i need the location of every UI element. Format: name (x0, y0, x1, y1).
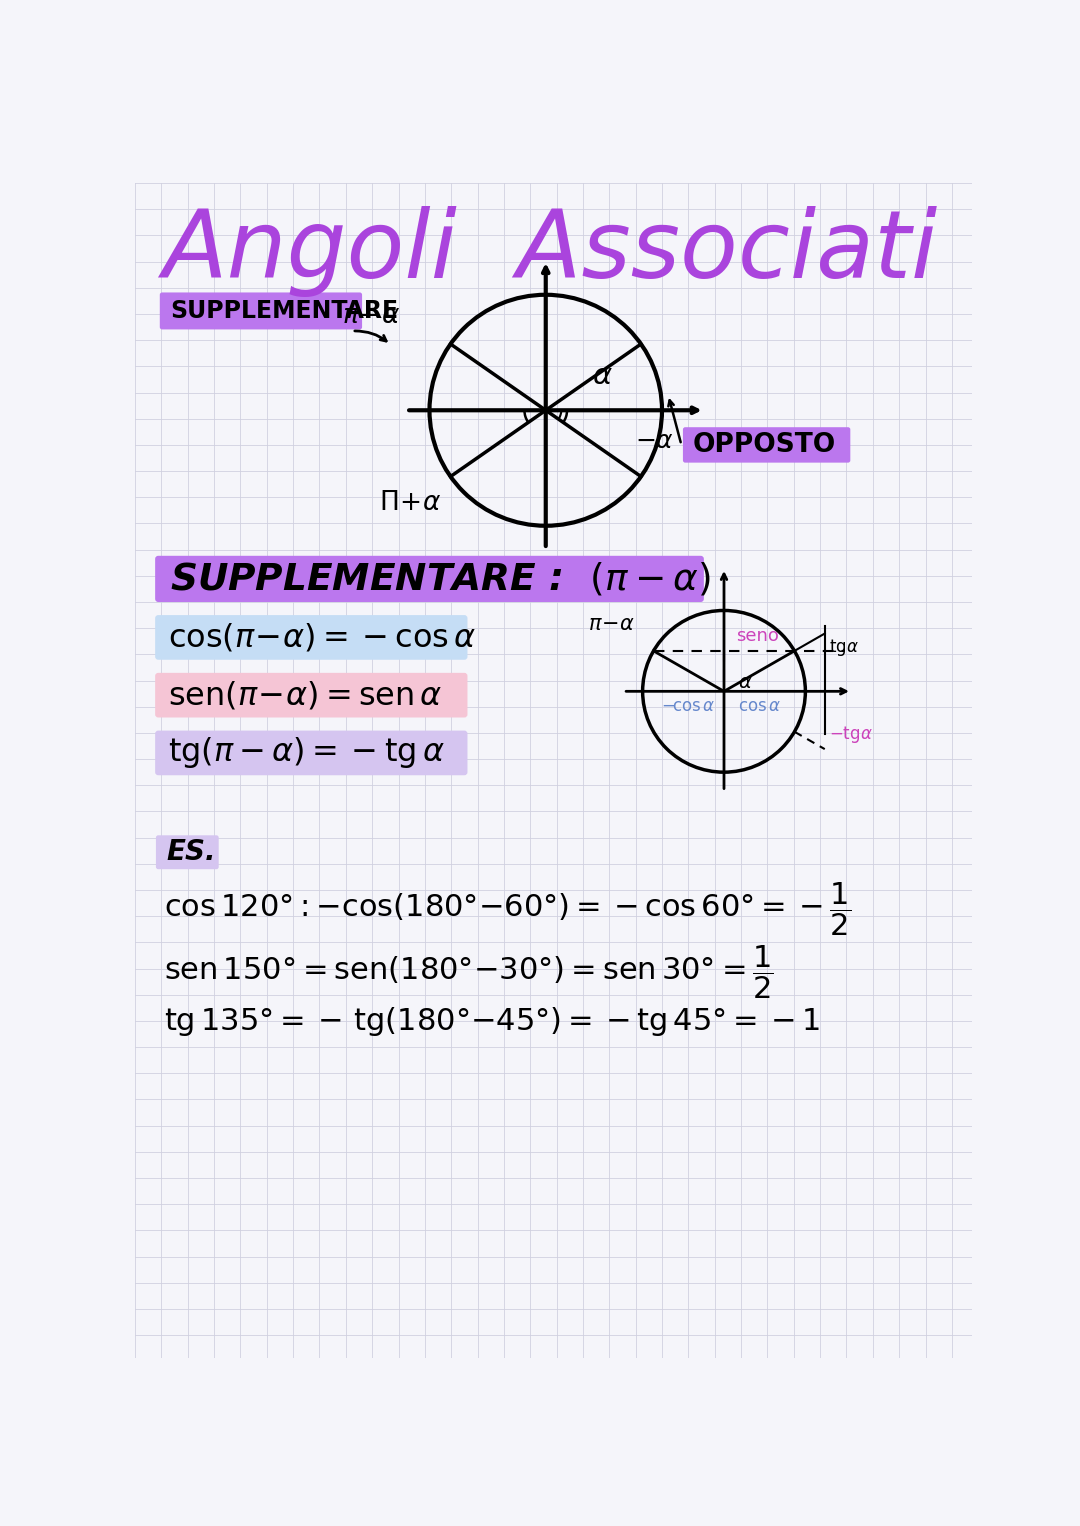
FancyBboxPatch shape (156, 673, 468, 717)
FancyBboxPatch shape (156, 555, 704, 601)
Text: OPPOSTO: OPPOSTO (693, 432, 836, 458)
Text: $\alpha$: $\alpha$ (738, 673, 753, 691)
Text: $-\!\cos\alpha$: $-\!\cos\alpha$ (661, 697, 716, 716)
Text: $\pi\!-\!\alpha$: $\pi\!-\!\alpha$ (588, 615, 635, 635)
Text: SUPPLEMENTARE: SUPPLEMENTARE (170, 299, 399, 324)
Text: $-\alpha$: $-\alpha$ (635, 429, 674, 453)
Text: $\alpha$: $\alpha$ (592, 362, 613, 389)
FancyBboxPatch shape (683, 427, 850, 462)
Text: seno: seno (735, 627, 779, 644)
FancyBboxPatch shape (156, 835, 218, 870)
Text: $\cos 120°{:}{-}\cos(180°{-}60°) = -\cos 60° = -\dfrac{1}{2}$: $\cos 120°{:}{-}\cos(180°{-}60°) = -\cos… (164, 881, 852, 937)
FancyBboxPatch shape (156, 615, 468, 659)
Text: SUPPLEMENTARE :  $(\pi - \alpha)$: SUPPLEMENTARE : $(\pi - \alpha)$ (170, 560, 711, 597)
Text: $\cos\alpha$: $\cos\alpha$ (738, 697, 781, 716)
Text: Angoli  Associati: Angoli Associati (162, 206, 937, 298)
Text: $\mathrm{tg}\, 135° = -\,\mathrm{tg}(180°{-}45°) = -\mathrm{tg}\, 45° = -1$: $\mathrm{tg}\, 135° = -\,\mathrm{tg}(180… (164, 1006, 821, 1039)
Text: $-$tg$\alpha$: $-$tg$\alpha$ (828, 725, 873, 745)
Text: $\mathrm{sen}(\pi\!-\!\alpha) = \mathrm{sen}\,\alpha$: $\mathrm{sen}(\pi\!-\!\alpha) = \mathrm{… (167, 679, 442, 711)
Text: $\pi\!-\!\alpha$: $\pi\!-\!\alpha$ (342, 304, 401, 330)
Text: $\Pi\!+\!\alpha$: $\Pi\!+\!\alpha$ (379, 490, 442, 516)
Text: $\mathrm{sen}\, 150° = \mathrm{sen}(180°{-}30°) = \mathrm{sen}\, 30° = \dfrac{1}: $\mathrm{sen}\, 150° = \mathrm{sen}(180°… (164, 945, 774, 1001)
FancyBboxPatch shape (160, 293, 362, 330)
Text: $\mathrm{tg}(\pi - \alpha) = -\mathrm{tg}\,\alpha$: $\mathrm{tg}(\pi - \alpha) = -\mathrm{tg… (167, 736, 444, 771)
Text: tg$\alpha$: tg$\alpha$ (828, 638, 859, 658)
FancyBboxPatch shape (156, 731, 468, 775)
Text: ES.: ES. (166, 838, 216, 867)
Text: $\cos(\pi\!-\!\alpha) = -\cos\alpha$: $\cos(\pi\!-\!\alpha) = -\cos\alpha$ (167, 621, 476, 653)
